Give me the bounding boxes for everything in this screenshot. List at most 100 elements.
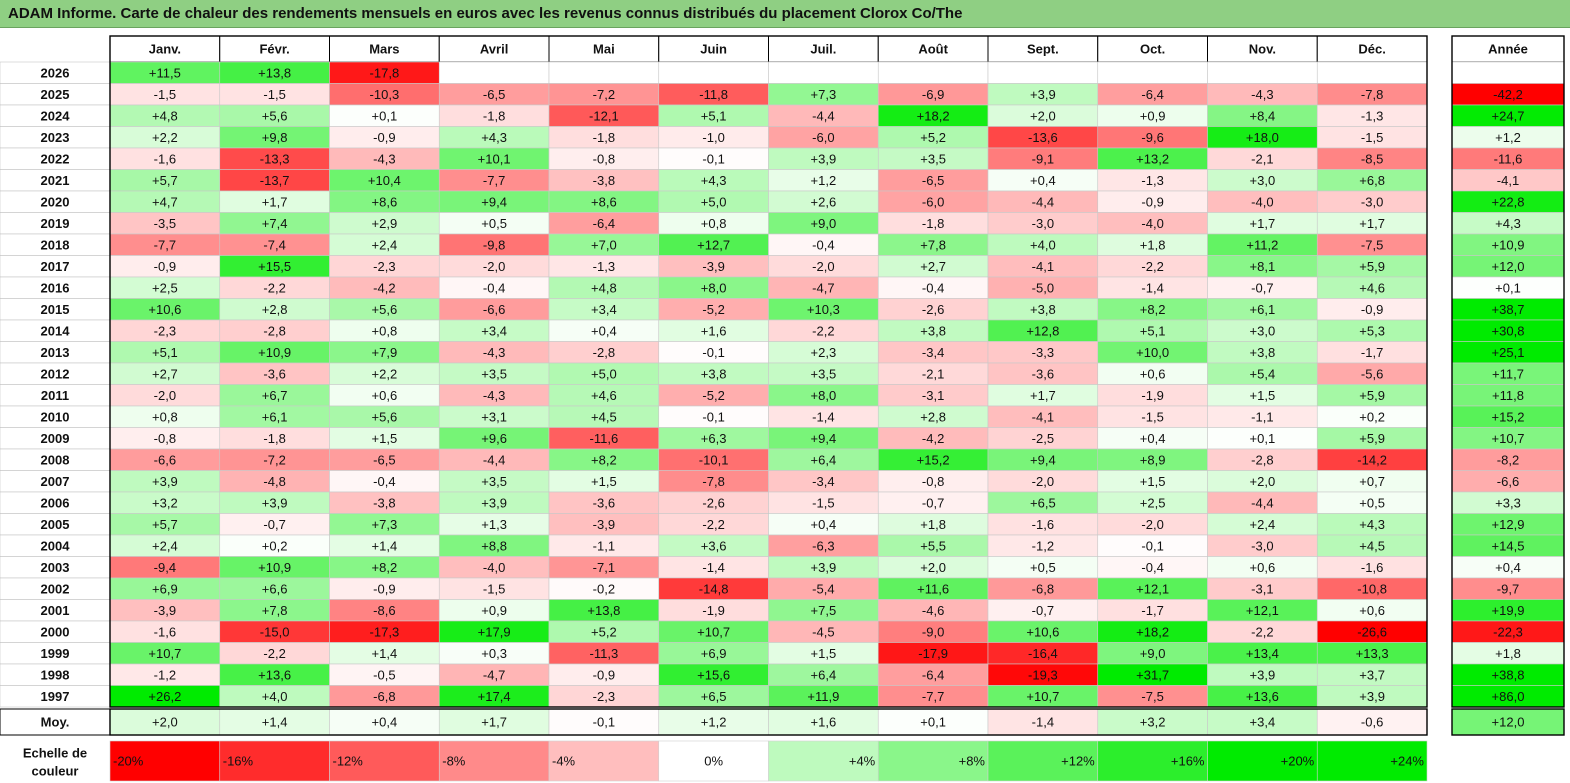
heatmap-cell-value: +12,1 [1246, 603, 1279, 618]
heatmap-cell [1097, 61, 1208, 84]
heatmap-cell-value: -13,7 [260, 173, 290, 188]
average-cell-value: +3,2 [1140, 715, 1166, 730]
title-bar: ADAM Informe. Carte de chaleur des rende… [0, 0, 1570, 28]
year-label: 2014 [41, 323, 71, 338]
heatmap-cell-value: +13,4 [1246, 646, 1279, 661]
average-total-cell [1451, 708, 1565, 736]
heatmap-cell-value: +1,8 [1140, 237, 1166, 252]
heatmap-cell-value: +5,6 [262, 108, 288, 123]
month-header-label: Mai [593, 42, 615, 57]
year-total-value: -6,6 [1497, 474, 1519, 489]
average-cell-value: +0,1 [920, 715, 946, 730]
heatmap-cell-value: +9,4 [481, 194, 507, 209]
heatmap-cell-value: -2,0 [154, 388, 176, 403]
heatmap-cell-value: -1,7 [1141, 603, 1163, 618]
average-cell [658, 708, 769, 736]
heatmap-cell-value: +1,5 [811, 646, 837, 661]
heatmap-cell-value: -0,5 [373, 667, 395, 682]
year-label: 2008 [41, 452, 70, 467]
year-total-value: -22,3 [1493, 624, 1523, 639]
heatmap-cell [768, 61, 879, 84]
heatmap-cell-value: -1,9 [702, 603, 724, 618]
year-total-value: +10,7 [1492, 431, 1525, 446]
year-label: 2003 [41, 560, 70, 575]
heatmap-cell-value: -1,6 [1361, 560, 1383, 575]
year-total-value: -8,2 [1497, 452, 1519, 467]
heatmap-cell-value: +8,4 [1250, 108, 1276, 123]
heatmap-cell-value: -5,2 [702, 302, 724, 317]
heatmap-cell-value: +2,8 [920, 409, 946, 424]
heatmap-cell-value: -2,3 [373, 259, 395, 274]
heatmap-cell-value: -5,6 [1361, 366, 1383, 381]
heatmap-cell-value: -2,0 [1141, 517, 1163, 532]
heatmap-cell-value: +2,7 [920, 259, 946, 274]
heatmap-cell-value: -0,1 [1141, 538, 1163, 553]
heatmap-cell-value: +8,6 [372, 194, 398, 209]
year-label: 2013 [41, 345, 70, 360]
year-total-value: +38,7 [1492, 302, 1525, 317]
heatmap-cell-value: +31,7 [1136, 667, 1169, 682]
heatmap-cell-value: -1,2 [154, 667, 176, 682]
year-total-cell [1451, 61, 1565, 84]
scale-swatch [438, 740, 550, 782]
heatmap-cell-value: +15,5 [258, 259, 291, 274]
heatmap-cell-value: -15,0 [260, 624, 290, 639]
heatmap-cell [548, 61, 660, 84]
heatmap-cell-value: +1,3 [481, 517, 507, 532]
heatmap-cell-value: -10,3 [370, 87, 400, 102]
heatmap-cell [877, 61, 989, 84]
heatmap-cell-value: +4,3 [481, 130, 507, 145]
year-total-value: +15,2 [1492, 409, 1525, 424]
heatmap-cell-value: +10,9 [258, 345, 291, 360]
heatmap-cell-value: -7,7 [154, 237, 176, 252]
scale-swatch [658, 740, 769, 782]
scale-label-line2: couleur [32, 764, 79, 779]
heatmap-cell-value: +1,7 [1359, 216, 1385, 231]
heatmap-cell-value: +2,3 [811, 345, 837, 360]
heatmap-cell [987, 61, 1099, 84]
heatmap-cell-value: -2,0 [483, 259, 505, 274]
heatmap-cell-value: -17,8 [370, 65, 400, 80]
scale-swatch-label: +12% [1061, 754, 1095, 769]
heatmap-cell-value: +0,1 [372, 108, 398, 123]
heatmap-cell-value: +0,8 [152, 409, 178, 424]
scale-swatch [219, 740, 330, 782]
heatmap-cell-value: +15,6 [697, 667, 730, 682]
heatmap-cell-value: -0,8 [593, 151, 615, 166]
heatmap-cell-value: -4,7 [812, 280, 834, 295]
year-label: 2016 [41, 280, 70, 295]
heatmap-cell-value: -13,3 [260, 151, 290, 166]
heatmap-cell-value: -4,1 [1032, 259, 1054, 274]
year-label: 2020 [41, 194, 70, 209]
heatmap-cell-value: +8,1 [1250, 259, 1276, 274]
heatmap-cell-value: +4,0 [262, 689, 288, 704]
heatmap-cell [658, 61, 769, 84]
heatmap-cell-value: +13,8 [258, 65, 291, 80]
heatmap-cell-value: +3,4 [481, 323, 507, 338]
scale-swatch [1207, 740, 1318, 782]
heatmap-cell-value: -5,2 [702, 388, 724, 403]
heatmap-cell-value: -2,2 [1251, 624, 1273, 639]
heatmap-cell-value: +8,2 [591, 452, 617, 467]
heatmap-cell-value: +0,9 [481, 603, 507, 618]
scale-swatch [329, 740, 440, 782]
month-header-label: Oct. [1140, 42, 1165, 57]
heatmap-cell-value: +4,6 [1359, 280, 1385, 295]
heatmap-cell-value: -1,4 [812, 409, 834, 424]
average-cell [109, 708, 221, 736]
heatmap-cell-value: -1,8 [593, 130, 615, 145]
heatmap-cell-value: -4,4 [1251, 495, 1273, 510]
heatmap-cell-value: +3,0 [1250, 173, 1276, 188]
heatmap-cell-value: +13,2 [1136, 151, 1169, 166]
heatmap-cell-value: +3,9 [152, 474, 178, 489]
year-total-value: +30,8 [1492, 323, 1525, 338]
scale-label-line1: Echelle de [23, 746, 87, 761]
heatmap-cell-value: -4,7 [483, 667, 505, 682]
heatmap-cell-value: +4,3 [701, 173, 727, 188]
heatmap-cell-value: +5,1 [152, 345, 178, 360]
year-label: 2007 [41, 474, 70, 489]
month-header-label: Mars [369, 42, 399, 57]
heatmap-cell-value: -8,6 [373, 603, 395, 618]
heatmap-cell-value: +1,4 [372, 538, 398, 553]
heatmap-cell-value: +17,9 [478, 624, 511, 639]
